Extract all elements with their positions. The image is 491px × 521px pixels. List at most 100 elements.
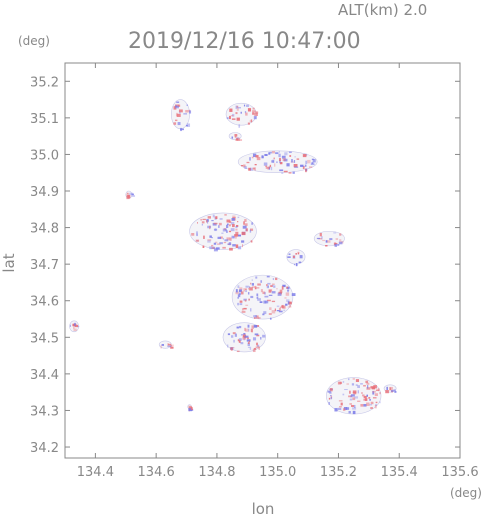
- echo-pixel: [289, 304, 292, 308]
- echo-pixel: [271, 310, 276, 314]
- echo-pixel: [247, 288, 250, 290]
- echo-pixel: [355, 384, 358, 386]
- echo-pixel: [352, 407, 357, 410]
- echo-pixel: [311, 162, 314, 164]
- echo-pixel: [302, 165, 305, 170]
- echo-pixel: [292, 255, 295, 258]
- echo-pixel: [265, 165, 268, 167]
- echo-pixel: [201, 223, 204, 226]
- echo-pixel: [247, 342, 250, 347]
- echo-pixel: [249, 120, 253, 122]
- echo-pixel: [256, 287, 260, 289]
- echo-pixel: [228, 230, 232, 233]
- echo-pixel: [238, 289, 242, 293]
- altitude-label: ALT(km) 2.0: [338, 1, 427, 19]
- echo-pixel: [279, 289, 283, 293]
- echo-pixel: [241, 310, 246, 313]
- echo-pixel: [191, 232, 195, 236]
- echo-pixel: [247, 337, 249, 340]
- echo-pixel: [246, 339, 251, 342]
- echo-pixel: [229, 237, 232, 241]
- x-axis-title: lon: [252, 500, 275, 518]
- echo-pixel: [252, 167, 256, 170]
- echo-pixel: [299, 255, 303, 259]
- echo-pixel: [287, 306, 292, 308]
- echo-pixel: [325, 240, 328, 243]
- echo-pixel: [385, 390, 389, 394]
- echo-pixel: [235, 291, 239, 295]
- echo-pixel: [334, 242, 338, 245]
- echo-pixel: [250, 240, 253, 243]
- echo-pixel: [234, 333, 237, 337]
- echo-pixel: [206, 219, 209, 222]
- echo-pixel: [173, 122, 177, 125]
- echo-pixel: [370, 386, 374, 389]
- echo-pixel: [247, 324, 250, 328]
- echo-pixel: [334, 243, 338, 247]
- echo-pixel: [257, 296, 259, 298]
- echo-pixel: [186, 104, 188, 106]
- echo-pixel: [231, 136, 234, 139]
- echo-pixel: [179, 111, 181, 114]
- echo-pixel: [256, 334, 260, 337]
- echo-pixel: [195, 239, 200, 242]
- echo-pixel: [369, 404, 372, 406]
- y-tick-label: 34.5: [30, 331, 59, 346]
- echo-pixel: [244, 327, 246, 332]
- echo-pixel: [215, 216, 218, 219]
- echo-pixel: [247, 122, 250, 125]
- echo-pixel: [352, 410, 356, 415]
- echo-pixel: [262, 313, 265, 316]
- echo-pixel: [173, 106, 177, 110]
- echo-pixel: [288, 172, 292, 174]
- echo-pixel: [190, 407, 193, 411]
- chart-title: 2019/12/16 10:47:00: [128, 29, 361, 54]
- echo-pixel: [337, 381, 341, 385]
- echo-pixel: [224, 214, 227, 216]
- echo-pixel: [374, 393, 378, 397]
- echo-pixel: [202, 218, 206, 221]
- echo-pixel: [239, 300, 243, 303]
- echo-pixel: [237, 285, 240, 289]
- echo-pixel: [372, 397, 377, 399]
- echo-pixel: [250, 308, 252, 312]
- echo-pixel: [288, 302, 290, 305]
- echo-pixel: [304, 164, 307, 167]
- echo-pixel: [235, 244, 239, 248]
- echo-pixel: [274, 163, 276, 167]
- echo-pixel: [256, 293, 259, 297]
- echo-pixel: [219, 236, 223, 239]
- echo-pixel: [266, 285, 269, 289]
- echo-pixel: [77, 325, 80, 328]
- echo-pixel: [339, 381, 343, 385]
- echo-pixel: [271, 285, 274, 287]
- echo-pixel: [211, 220, 214, 222]
- echo-pixel: [328, 397, 331, 400]
- echo-pixel: [245, 228, 248, 232]
- echo-pixel: [238, 340, 241, 343]
- echo-pixel: [264, 300, 269, 304]
- echo-pixel: [236, 137, 240, 141]
- echo-pixel: [277, 292, 282, 296]
- echo-pixel: [316, 237, 321, 240]
- echo-pixel: [287, 289, 289, 292]
- echo-pixel: [215, 247, 220, 250]
- echo-pixel: [264, 154, 268, 156]
- echo-pixel: [250, 228, 254, 231]
- echo-pixel: [251, 279, 253, 281]
- echo-pixel: [236, 224, 239, 227]
- echo-pixel: [255, 276, 258, 279]
- echo-pixel: [357, 400, 361, 402]
- echo-pixel: [297, 252, 300, 255]
- echo-pixel: [375, 401, 378, 404]
- echo-pixel: [245, 290, 248, 293]
- echo-pixel: [305, 168, 307, 173]
- echo-pixel: [354, 396, 359, 399]
- echo-pixel: [247, 346, 250, 348]
- echo-pixel: [266, 284, 268, 287]
- echo-pixel: [294, 166, 299, 168]
- echo-pixel: [286, 163, 290, 167]
- echo-pixel: [369, 399, 371, 401]
- echo-pixel: [175, 119, 178, 122]
- echo-pixel: [245, 112, 248, 116]
